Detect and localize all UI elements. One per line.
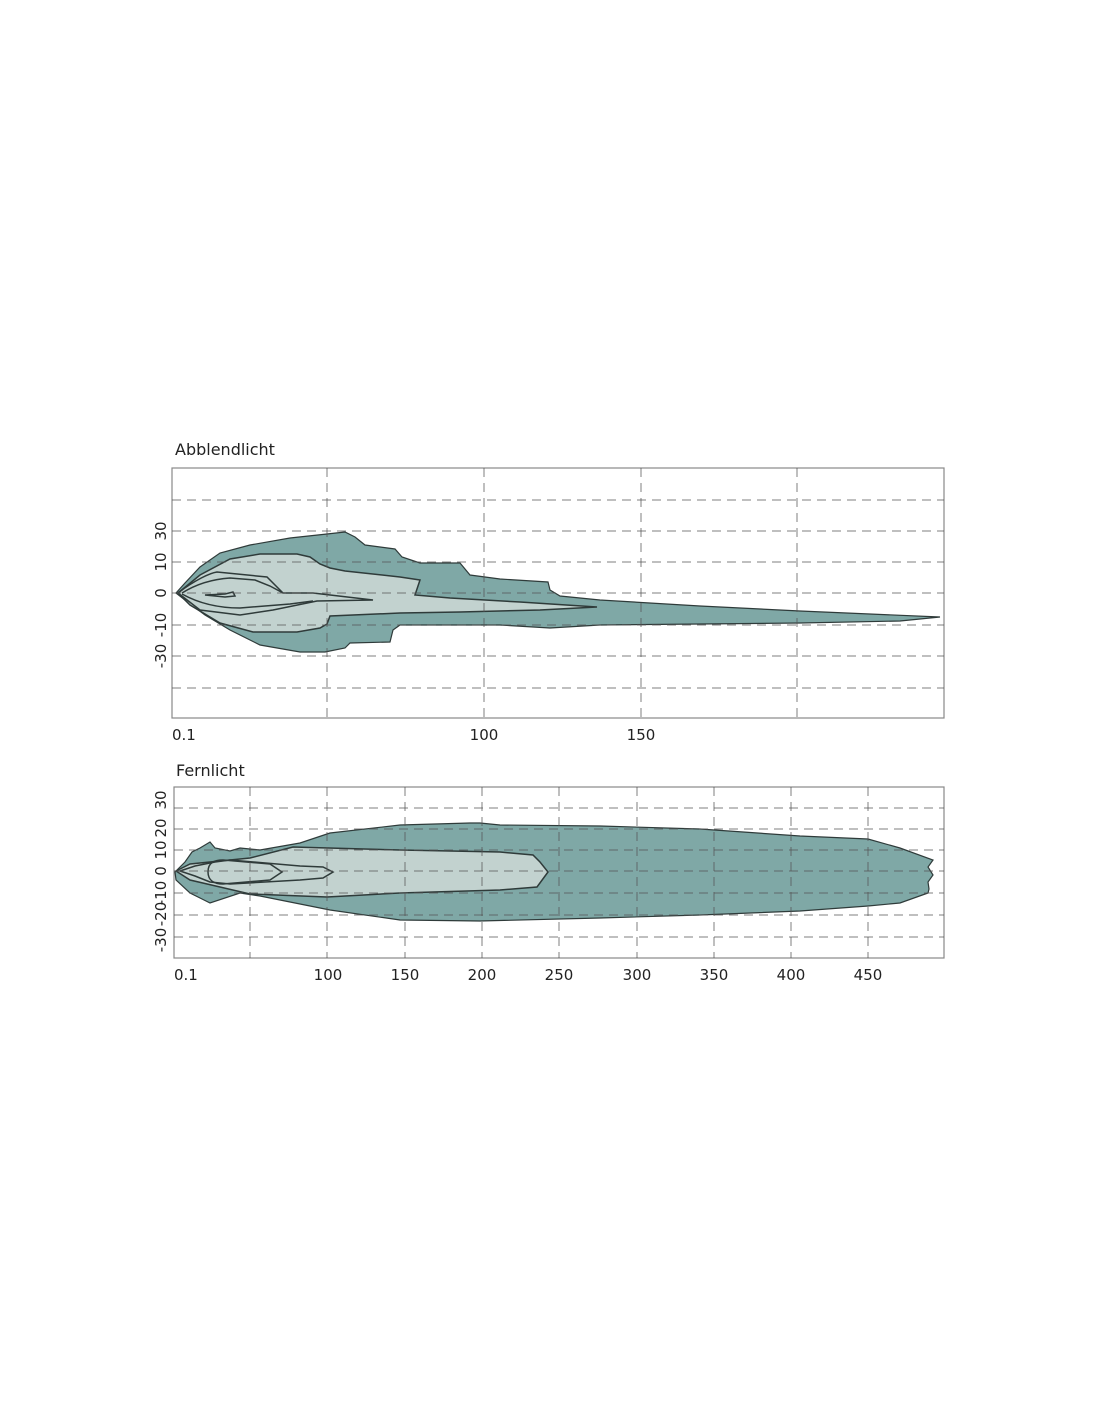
chart-title: Fernlicht [176,761,245,780]
grid [174,787,944,958]
x-tick-label: 150 [627,726,656,744]
x-tick-label: 150 [391,966,420,984]
contour-middle [174,846,549,898]
x-tick-label: 400 [777,966,806,984]
x-tick-label: 100 [470,726,499,744]
y-tick-labels: 30 20 10 0 -10 -20 -30 [152,790,170,952]
x-tick-label: 0.1 [172,726,196,744]
x-tick-label: 450 [854,966,883,984]
x-tick-label: 350 [700,966,729,984]
y-tick-label: -30 [152,928,170,953]
y-tick-label: 30 [152,790,170,809]
contour-outer [174,822,934,922]
x-tick-label: 100 [314,966,343,984]
contour-inner-2 [207,859,284,885]
y-tick-labels: 30 10 0 -10 -30 [152,521,170,668]
x-tick-label: 200 [468,966,497,984]
contour-core [204,591,237,598]
contour-inner-1 [176,571,374,616]
y-tick-label: -10 [152,881,170,906]
x-tick-label: 300 [623,966,652,984]
chart-fernlicht: Fernlicht 0.1 100 150 200 250 300 350 40… [152,761,945,984]
chart-title: Abblendlicht [175,440,275,459]
y-tick-label: 10 [152,840,170,859]
x-tick-label: 250 [545,966,574,984]
contour-inner-2 [181,577,314,609]
chart-abblendlicht: Abblendlicht 0.1 100 150 30 10 0 -10 -30 [152,440,945,744]
y-tick-label: -30 [152,644,170,669]
y-tick-label: 0 [152,588,170,598]
y-tick-label: -20 [152,902,170,927]
y-tick-label: 10 [152,552,170,571]
y-tick-label: 30 [152,521,170,540]
x-tick-labels: 0.1 100 150 200 250 300 350 400 450 [174,966,882,984]
grid [172,468,944,718]
y-tick-label: -10 [152,613,170,638]
y-tick-label: 0 [152,866,170,876]
x-tick-labels: 0.1 100 150 [172,726,655,744]
x-tick-label: 0.1 [174,966,198,984]
y-tick-label: 20 [152,818,170,837]
